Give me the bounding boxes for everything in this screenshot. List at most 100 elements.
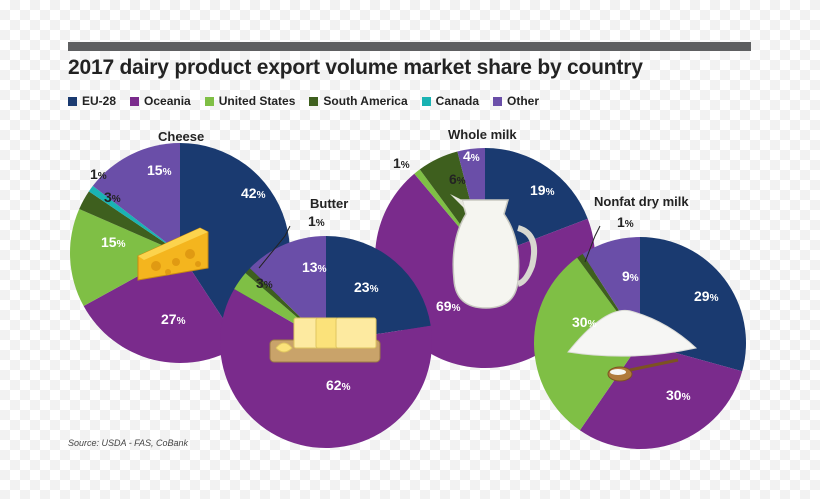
pie-slice (79, 191, 180, 253)
pct-number: 15 (101, 234, 117, 250)
butter-curl (275, 342, 293, 353)
legend-item: United States (204, 94, 296, 108)
pct-sign: % (682, 392, 691, 403)
cheese-hole (172, 258, 180, 266)
cheese-hole (185, 249, 195, 259)
data-label: 42% (241, 185, 266, 201)
legend-item: EU-28 (68, 94, 116, 108)
data-label: 29% (694, 288, 719, 304)
legend-swatch (204, 96, 214, 106)
pct-sign: % (370, 284, 379, 295)
legend-item: Oceania (130, 94, 191, 108)
jug-handle (516, 225, 538, 287)
pct-sign: % (588, 319, 597, 330)
pct-sign: % (546, 187, 555, 198)
legend-label: United States (218, 94, 296, 108)
leader-line (584, 225, 601, 263)
legend: EU-28 Oceania United States South America Ca… (68, 94, 539, 108)
spoon-handle (629, 358, 679, 372)
pie-slice (83, 253, 241, 363)
powder-in-spoon (610, 369, 626, 375)
pct-sign: % (342, 382, 351, 393)
pct-sign: % (625, 219, 634, 230)
legend-swatch (309, 96, 319, 106)
pct-sign: % (257, 190, 266, 201)
pct-sign: % (264, 280, 273, 291)
milk-jug-icon (450, 194, 538, 309)
data-label: 1% (617, 214, 634, 230)
data-label: 3% (104, 189, 121, 205)
pie-title: Cheese (158, 129, 204, 144)
jug-body (452, 199, 520, 309)
powder-pile (567, 309, 698, 357)
pct-sign: % (318, 264, 327, 275)
pct-number: 9 (622, 268, 630, 284)
pct-number: 6 (449, 171, 457, 187)
pct-number: 4 (463, 148, 471, 164)
pct-number: 30 (572, 314, 588, 330)
pie-slice (220, 289, 432, 448)
cheese-hole (165, 269, 171, 275)
data-label: 4% (463, 148, 480, 164)
data-label: 9% (622, 268, 639, 284)
data-label: 15% (147, 162, 172, 178)
legend-item: Canada (421, 94, 480, 108)
pct-number: 23 (354, 279, 370, 295)
data-label: 6% (449, 171, 466, 187)
pct-number: 42 (241, 185, 257, 201)
pct-number: 1 (90, 166, 98, 182)
pct-sign: % (471, 153, 480, 164)
leader-lines (258, 225, 601, 269)
pct-sign: % (401, 160, 410, 171)
butter-block (315, 317, 339, 349)
data-label: 1% (90, 166, 107, 182)
pct-number: 13 (302, 259, 318, 275)
pct-sign: % (630, 273, 639, 284)
pct-number: 3 (256, 275, 264, 291)
pct-sign: % (177, 316, 186, 327)
legend-swatch (130, 96, 140, 106)
legend-label: South America (323, 94, 408, 108)
legend-label: Canada (435, 94, 480, 108)
pie-title: Nonfat dry milk (594, 194, 689, 209)
chart-title: 2017 dairy product export volume market … (68, 56, 643, 79)
data-label: 13% (302, 259, 327, 275)
pct-number: 62 (326, 377, 342, 393)
data-label: 27% (161, 311, 186, 327)
pie-slice (88, 185, 180, 253)
data-label: 69% (436, 298, 461, 314)
pct-sign: % (98, 171, 107, 182)
pct-sign: % (457, 176, 466, 187)
data-label: 30% (666, 387, 691, 403)
pct-sign: % (117, 239, 126, 250)
butter-block (335, 317, 377, 349)
pie-slice (579, 343, 743, 449)
legend-swatch (493, 96, 503, 106)
legend-label: Oceania (144, 94, 191, 108)
jug-spout (450, 194, 466, 210)
pct-sign: % (452, 303, 461, 314)
data-label: 3% (256, 275, 273, 291)
data-label: 23% (354, 279, 379, 295)
pct-sign: % (112, 194, 121, 205)
cheese-top (138, 228, 208, 260)
pct-number: 3 (104, 189, 112, 205)
data-label: 30% (572, 314, 597, 330)
source-note: Source: USDA - FAS, CoBank (68, 438, 189, 448)
data-label: 15% (101, 234, 126, 250)
butter-icon (269, 317, 381, 363)
pct-sign: % (163, 167, 172, 178)
data-label: 1% (308, 213, 325, 229)
legend-item: South America (309, 94, 408, 108)
pct-number: 1 (617, 214, 625, 230)
pct-number: 27 (161, 311, 177, 327)
cheese-icon (137, 227, 209, 281)
pie-title: Butter (310, 196, 348, 211)
legend-swatch (421, 96, 431, 106)
pct-sign: % (710, 293, 719, 304)
pct-number: 15 (147, 162, 163, 178)
pie-slice (92, 143, 180, 253)
pct-number: 19 (530, 182, 546, 198)
cheese-hole (151, 261, 161, 271)
